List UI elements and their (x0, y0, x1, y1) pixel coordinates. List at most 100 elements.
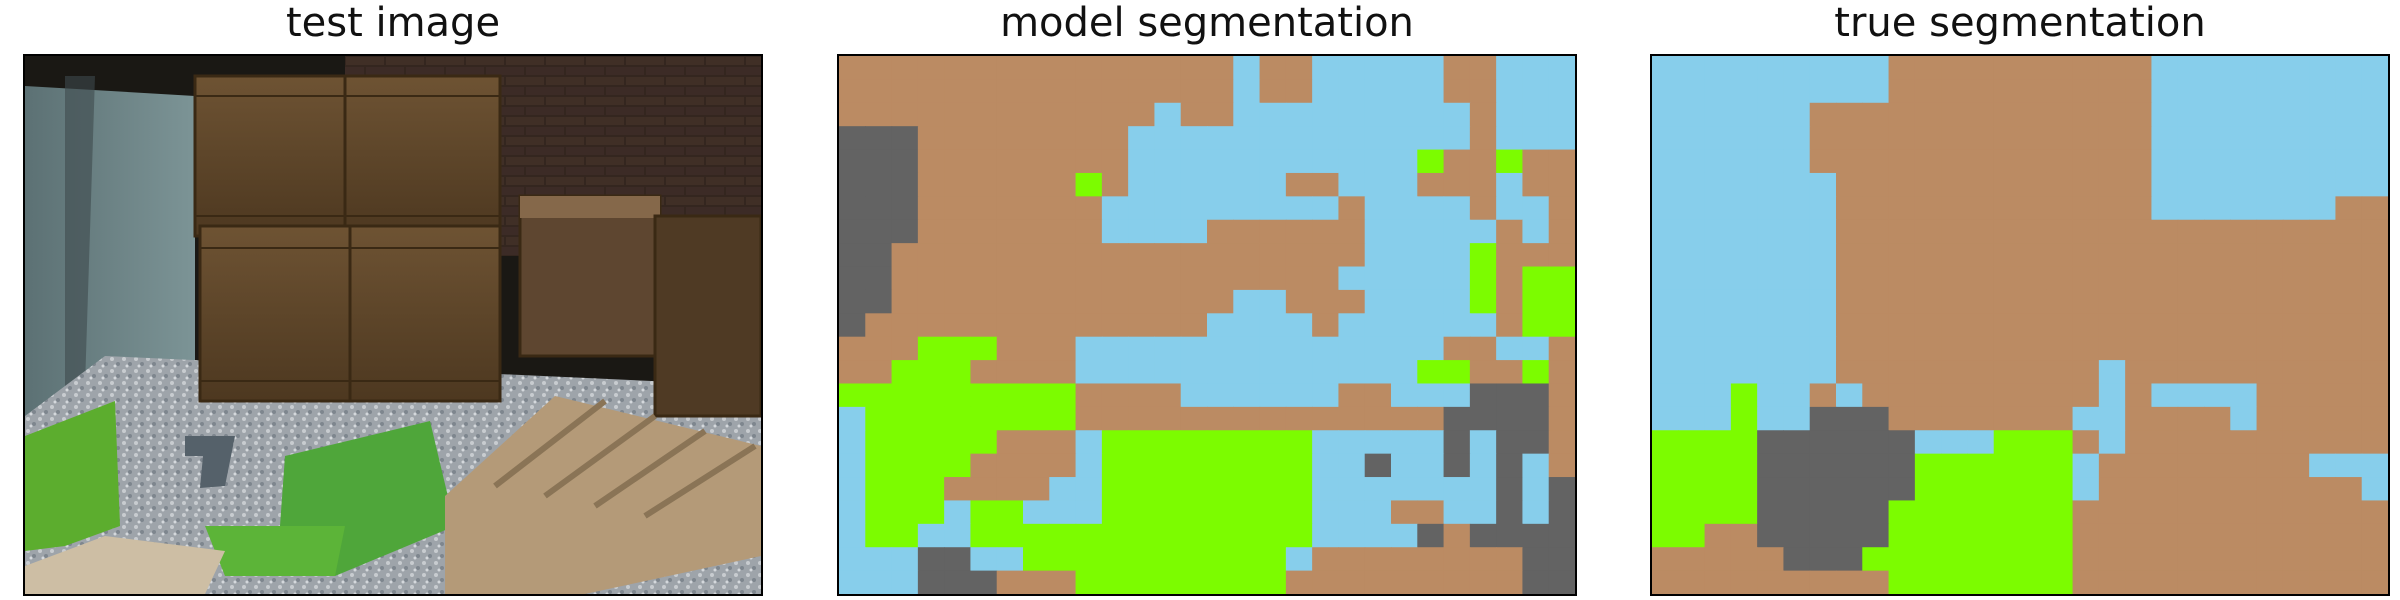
cell-green (996, 406, 1024, 431)
cell-green (944, 453, 972, 478)
cell-sky (2361, 453, 2388, 478)
cell-sky (1443, 477, 1471, 502)
cell-green (1180, 500, 1208, 525)
cell-brown (1888, 336, 1916, 361)
cell-sky (2361, 172, 2388, 197)
cell-sky (1128, 196, 1156, 221)
cell-brown (2309, 266, 2337, 291)
crate-top (193, 74, 502, 238)
cell-gray (1496, 453, 1524, 478)
cell-gray (891, 196, 919, 221)
true-segmentation-grid (1652, 56, 2388, 594)
cell-brown (2125, 149, 2153, 174)
cell-sky (1075, 453, 1103, 478)
cell-sky (1783, 336, 1811, 361)
cell-brown (1207, 102, 1234, 127)
cell-brown (1836, 219, 1863, 244)
cell-sky (1757, 126, 1785, 151)
cell-brown (2125, 196, 2153, 221)
cell-brown (1180, 56, 1208, 80)
cell-brown (2151, 360, 2179, 385)
cell-brown (1548, 383, 1575, 408)
cell-sky (1391, 56, 1418, 80)
cell-green (891, 477, 919, 502)
cell-green (1180, 570, 1208, 594)
cell-green (1233, 570, 1261, 594)
cell-brown (2230, 219, 2258, 244)
cell-green (1522, 266, 1550, 291)
cell-brown (2151, 477, 2179, 502)
cell-green (1207, 430, 1234, 455)
cell-sky (2151, 172, 2179, 197)
cell-sky (1364, 126, 1392, 151)
cell-gray (1469, 383, 1497, 408)
cell-green (1259, 547, 1287, 572)
test-image-scene (25, 56, 761, 594)
cell-brown (2256, 219, 2284, 244)
cell-brown (2177, 313, 2205, 338)
cell-brown (1049, 313, 1077, 338)
cell-sky (2230, 102, 2258, 127)
cell-green (1678, 523, 1706, 548)
cell-sky (2098, 383, 2126, 408)
cell-brown (1941, 126, 1969, 151)
cell-brown (1312, 313, 1340, 338)
cell-sky (1678, 289, 1706, 314)
cell-brown (1888, 172, 1916, 197)
cell-brown (2151, 266, 2179, 291)
cell-sky (1312, 79, 1340, 104)
cell-brown (996, 313, 1024, 338)
cell-brown (1154, 243, 1182, 268)
cell-sky (2230, 126, 2258, 151)
cell-sky (1522, 79, 1550, 104)
cell-sky (1522, 500, 1550, 525)
cell-gray (1783, 453, 1811, 478)
cell-sky (1259, 196, 1287, 221)
cell-green (917, 336, 945, 361)
cell-gray (865, 266, 893, 291)
cell-green (1128, 523, 1156, 548)
cell-green (1154, 547, 1182, 572)
cell-green (1548, 266, 1575, 291)
cell-green (1469, 266, 1497, 291)
cell-brown (2256, 523, 2284, 548)
cell-brown (2361, 547, 2388, 572)
cell-green (1652, 477, 1679, 502)
cell-sky (1678, 266, 1706, 291)
cell-brown (2256, 383, 2284, 408)
cell-green (865, 500, 893, 525)
cell-brown (1967, 149, 1995, 174)
cell-green (1207, 523, 1234, 548)
cell-brown (917, 219, 945, 244)
cell-brown (996, 79, 1024, 104)
cell-green (996, 383, 1024, 408)
cell-brown (1914, 196, 1942, 221)
cell-gray (1888, 453, 1916, 478)
cell-brown (1101, 126, 1129, 151)
cell-green (1941, 500, 1969, 525)
cell-green (1522, 313, 1550, 338)
cell-brown (2256, 430, 2284, 455)
cell-brown (1128, 56, 1156, 80)
cell-brown (2046, 406, 2074, 431)
cell-brown (1233, 219, 1261, 244)
cell-brown (1967, 196, 1995, 221)
cell-brown (1862, 219, 1890, 244)
cell-brown (1023, 196, 1050, 221)
cell-brown (2309, 406, 2337, 431)
cell-sky (1783, 102, 1811, 127)
cell-brown (2151, 406, 2179, 431)
cell-brown (944, 219, 972, 244)
cell-green (1285, 453, 1313, 478)
cell-sky (2309, 126, 2337, 151)
cell-sky (1783, 360, 1811, 385)
cell-sky (1391, 172, 1418, 197)
cell-sky (1757, 360, 1785, 385)
cell-sky (1101, 360, 1129, 385)
cell-sky (1338, 79, 1366, 104)
cell-brown (2098, 266, 2126, 291)
cell-brown (1312, 243, 1340, 268)
cell-brown (1862, 172, 1890, 197)
cell-brown (2230, 243, 2258, 268)
cell-brown (1469, 360, 1497, 385)
